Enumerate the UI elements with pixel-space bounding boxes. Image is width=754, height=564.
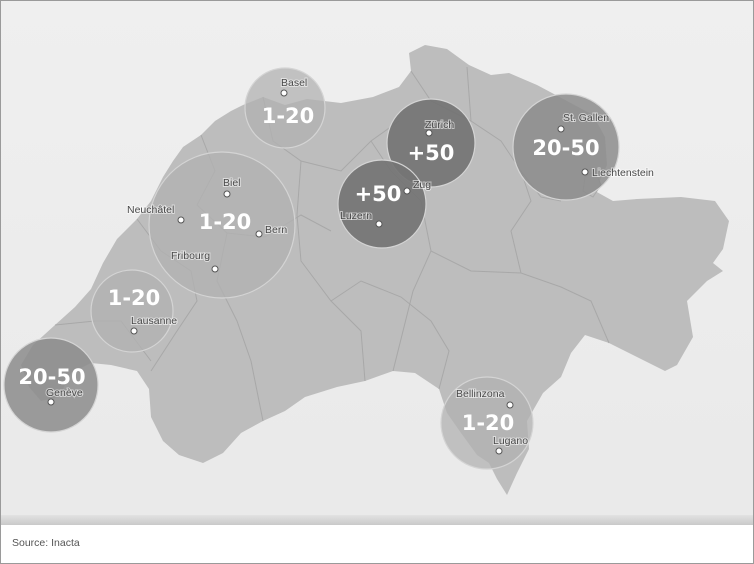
cluster-bubble-ticino [440, 376, 534, 470]
city-label-biel: Biel [223, 177, 241, 189]
city-marker-z-rich [425, 129, 433, 137]
city-label-fribourg: Fribourg [171, 250, 210, 262]
bubble-layer [3, 67, 620, 470]
cluster-bubble-basel [244, 67, 326, 149]
range-label-lausanne: 1-20 [108, 286, 161, 310]
footer [1, 525, 753, 563]
cluster-bubble-geneve [3, 337, 99, 433]
range-label-ticino: 1-20 [462, 411, 515, 435]
city-marker-basel [280, 89, 288, 97]
range-label-zurich: +50 [408, 141, 455, 165]
range-label-bern-region: 1-20 [199, 210, 252, 234]
city-marker-gen-ve [47, 398, 55, 406]
city-marker-liechtenstein [581, 168, 589, 176]
range-label-basel: 1-20 [262, 104, 315, 128]
city-marker-biel [223, 190, 231, 198]
source-note: Source: Inacta [12, 537, 80, 549]
range-label-geneve: 20-50 [18, 365, 85, 389]
cluster-bubble-zurich [386, 98, 476, 188]
city-label-lausanne: Lausanne [131, 315, 177, 327]
city-label-bellinzona: Bellinzona [456, 388, 505, 400]
city-label-liechtenstein: Liechtenstein [592, 167, 654, 179]
city-marker-neuch-tel [177, 216, 185, 224]
cluster-bubble-st-gallen [512, 93, 620, 201]
city-label-gen-ve: Genève [46, 387, 83, 399]
range-label-st-gallen: 20-50 [532, 136, 599, 160]
cluster-bubble-lausanne [90, 269, 174, 353]
city-marker-lugano [495, 447, 503, 455]
city-label-zug: Zug [413, 179, 431, 191]
city-marker-lausanne [130, 327, 138, 335]
city-label-neuch-tel: Neuchâtel [127, 204, 174, 216]
city-label-lugano: Lugano [493, 435, 528, 447]
cluster-bubble-zug-luzern [337, 159, 427, 249]
city-label-basel: Basel [281, 77, 307, 89]
city-marker-bern [255, 230, 263, 238]
city-marker-bellinzona [506, 401, 514, 409]
city-marker-st-gallen [557, 125, 565, 133]
range-label-zug-luzern: +50 [355, 182, 402, 206]
city-marker-fribourg [211, 265, 219, 273]
switzerland-map: Basel Zürich Zug Luzern St. Gallen Liechtenst… [3, 45, 729, 495]
city-label-luzern: Luzern [340, 210, 372, 222]
city-layer: Basel Zürich Zug Luzern St. Gallen Liechtenst… [45, 76, 655, 455]
city-label-bern: Bern [265, 224, 287, 236]
city-label-st-gallen: St. Gallen [563, 112, 609, 124]
footer-shadow [1, 515, 753, 525]
city-marker-luzern [375, 220, 383, 228]
city-label-z-rich: Zürich [425, 119, 454, 131]
range-label-layer: 1-20 +50+50 20-50 1-20 1-20 20-50 1-20 [18, 104, 599, 435]
city-marker-zug [403, 187, 411, 195]
cluster-bubble-bern-region [148, 151, 296, 299]
